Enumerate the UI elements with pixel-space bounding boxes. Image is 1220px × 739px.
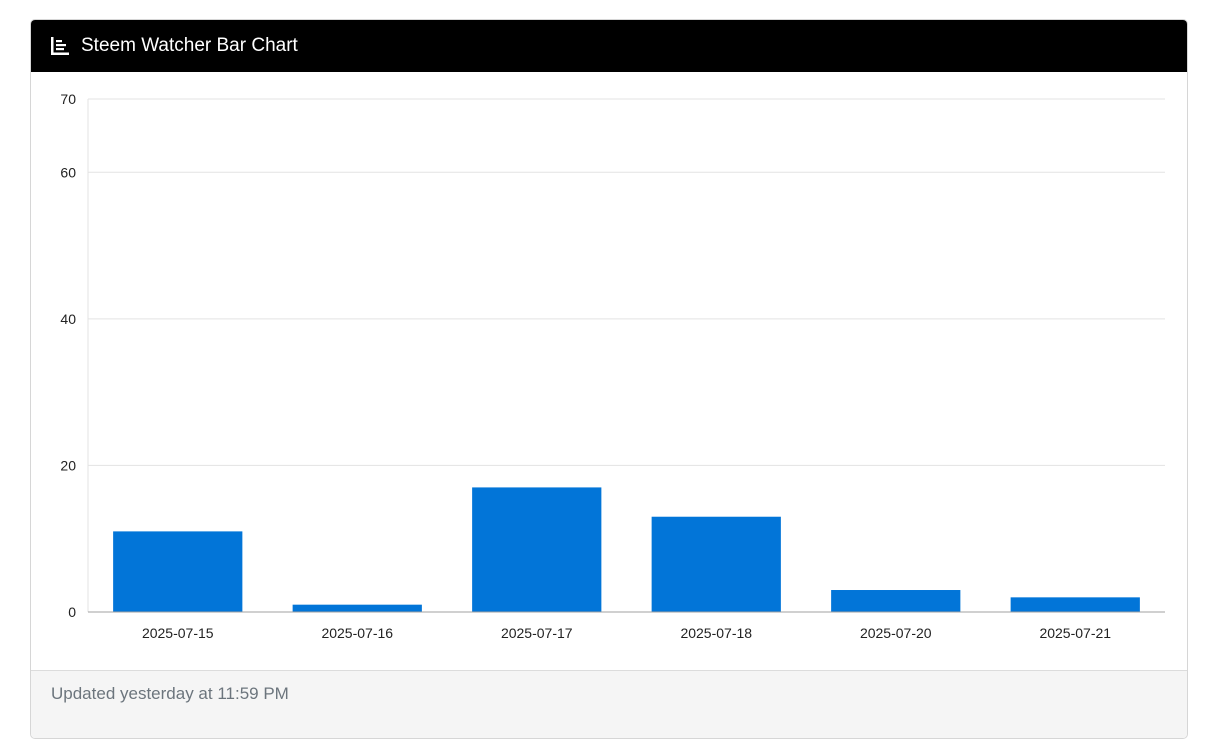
y-tick-label: 40: [60, 311, 76, 327]
x-tick-label: 2025-07-20: [860, 625, 932, 641]
card-header: Steem Watcher Bar Chart: [31, 20, 1187, 72]
y-tick-label: 0: [68, 604, 76, 620]
bar: [651, 516, 781, 612]
bar-chart-icon: [50, 36, 70, 56]
card-title: Steem Watcher Bar Chart: [81, 35, 298, 56]
card-footer: Updated yesterday at 11:59 PM: [31, 670, 1187, 738]
bar-chart: 0 20 40 60 70 2025-07-15 2025-07-16 2025-07-17 2…: [31, 72, 1187, 670]
bar: [472, 487, 602, 612]
y-tick-label: 60: [60, 164, 76, 180]
x-tick-label: 2025-07-17: [501, 625, 573, 641]
bar: [831, 590, 961, 612]
x-tick-label: 2025-07-15: [142, 625, 214, 641]
y-tick-label: 20: [60, 457, 76, 473]
bar: [1010, 597, 1140, 612]
y-tick-label: 70: [60, 91, 76, 107]
updated-timestamp: Updated yesterday at 11:59 PM: [51, 684, 289, 703]
bar-chart-svg: 0 20 40 60 70 2025-07-15 2025-07-16 2025-07-17 2…: [60, 91, 1165, 641]
bar: [292, 604, 422, 612]
x-tick-label: 2025-07-16: [321, 625, 393, 641]
x-tick-label: 2025-07-18: [680, 625, 752, 641]
x-tick-label: 2025-07-21: [1039, 625, 1111, 641]
bar: [113, 531, 243, 612]
chart-card: Steem Watcher Bar Chart 0 20 40 60 70 2025-07…: [30, 19, 1188, 739]
